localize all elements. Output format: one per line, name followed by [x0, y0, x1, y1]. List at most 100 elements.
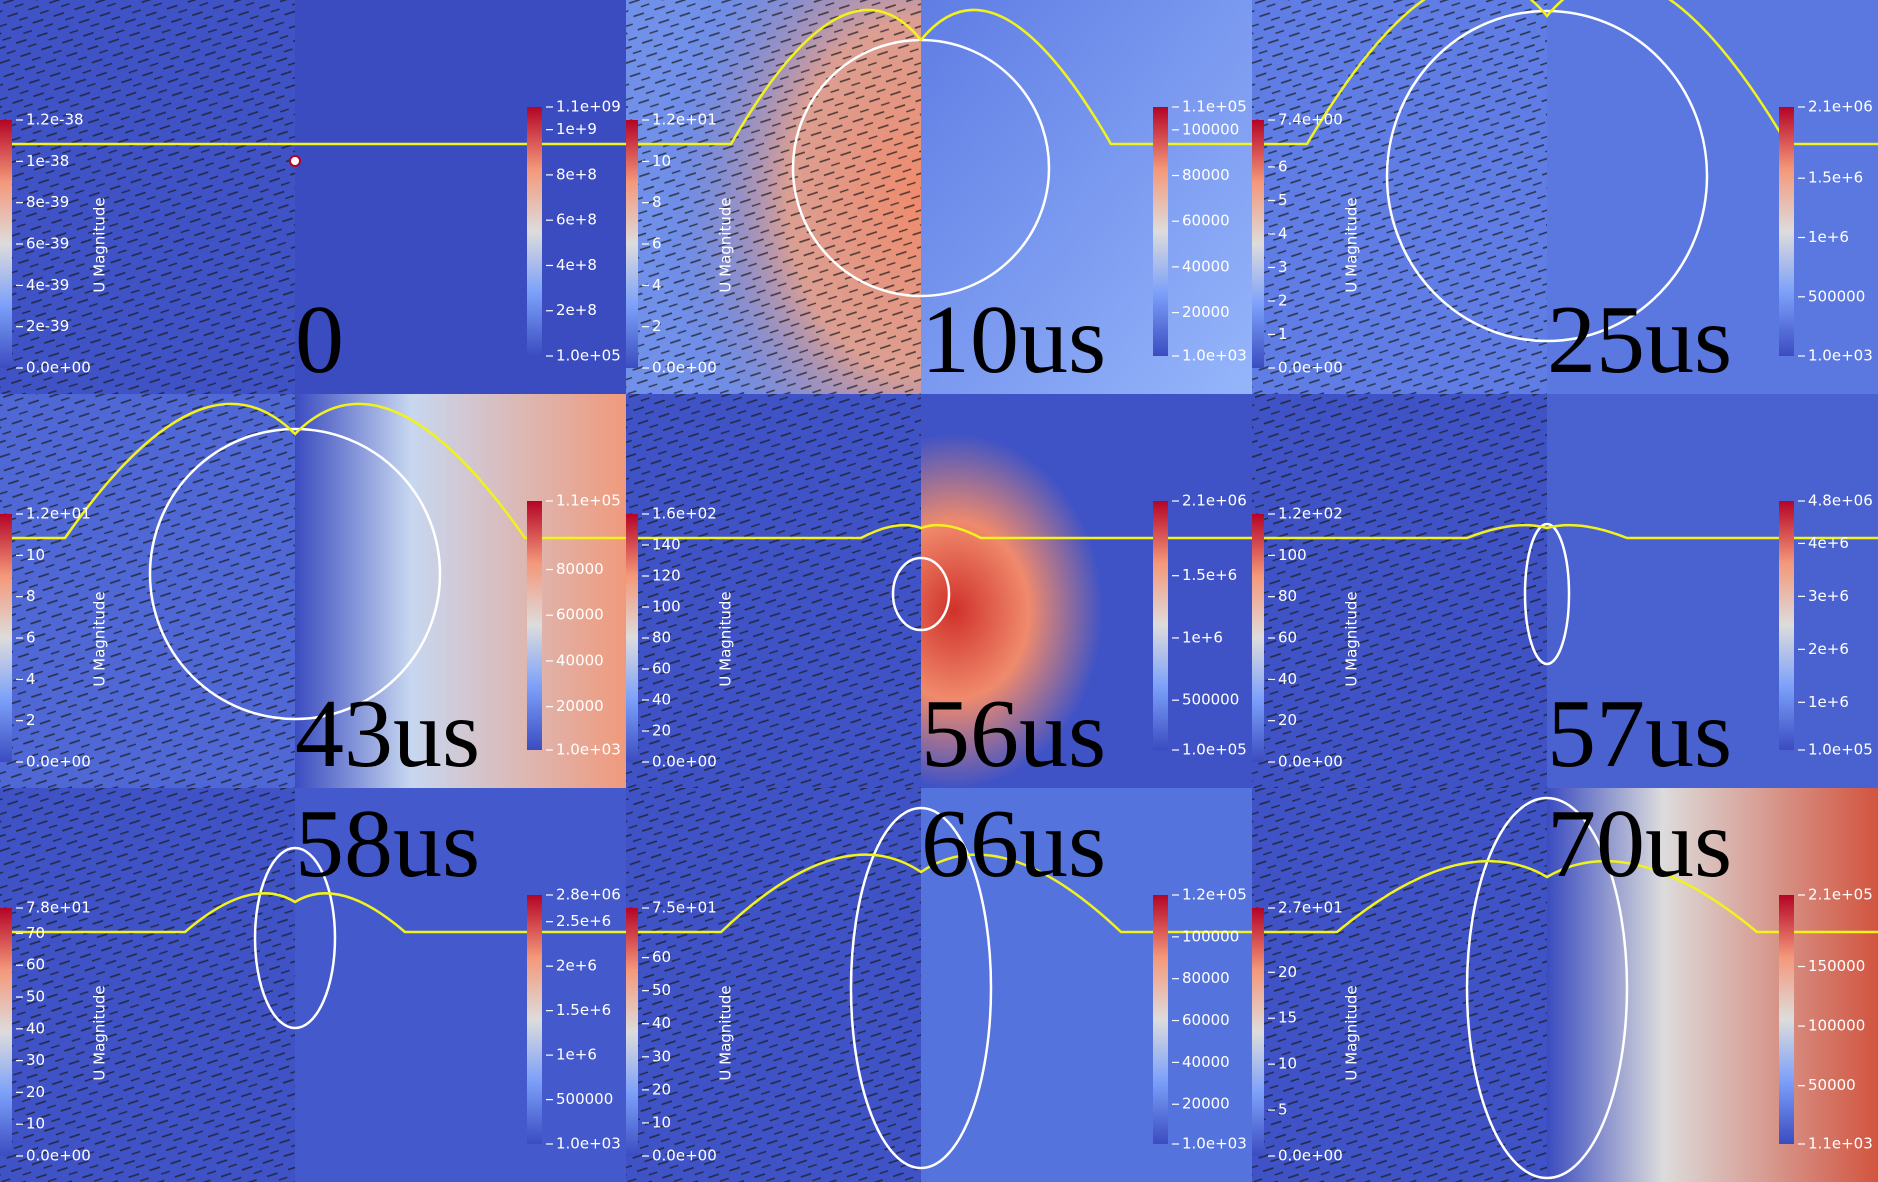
colorbar-tick-label: 10 [26, 546, 45, 564]
colorbar-tick-label: 500000 [556, 1090, 613, 1108]
colorbar-tick-label: 0.0e+00 [1278, 753, 1343, 771]
colorbar-tick-label: 1.0e+03 [1808, 347, 1873, 365]
colorbar-tick-label: 60000 [1182, 212, 1230, 230]
colorbar-tick-label: 1e+6 [1182, 628, 1223, 646]
colorbar-tick-label: 4.8e+06 [1808, 492, 1873, 510]
colorbar-tick-label: 40000 [556, 651, 604, 669]
colorbar-tick-label: 2.7e+01 [1278, 899, 1343, 917]
velocity-bar [0, 514, 12, 762]
pressure-field [921, 0, 1252, 394]
panel-content [0, 394, 626, 788]
colorbar-tick-label: 60000 [556, 606, 604, 624]
colorbar-tick-label: 1.0e+05 [1808, 741, 1873, 759]
free-surface [1252, 859, 1878, 934]
colorbar-tick-label: 6 [652, 235, 662, 253]
colorbar-tick-label: 0.0e+00 [652, 753, 717, 771]
panel: 1.6e+02 140 120 100 80 60 40 20 0.0e+00 2.1e+06 1.… [626, 394, 1252, 788]
colorbar-tick-label: 8e+8 [556, 165, 597, 183]
colorbar-tick-label: 7.5e+01 [652, 899, 717, 917]
pressure-bar [1779, 895, 1794, 1144]
colorbar-tick-label: 2 [26, 711, 36, 729]
pressure-bar [1779, 501, 1794, 750]
pressure-field [295, 788, 626, 1182]
colorbar-tick-label: 2e+6 [556, 957, 597, 975]
colorbar-tick-label: 500000 [1182, 691, 1239, 709]
colorbar-tick-label: 60 [26, 956, 45, 974]
colorbar-tick-label: 0.0e+00 [1278, 1147, 1343, 1165]
colorbar-tick-label: 1.0e+03 [1182, 1135, 1247, 1153]
colorbar-title: U Magnitude [717, 591, 735, 686]
colorbar-tick-label: 20 [26, 1083, 45, 1101]
free-surface [626, 853, 1252, 934]
colorbar-tick-label: 0.0e+00 [1278, 359, 1343, 377]
panel-content [0, 788, 626, 1182]
velocity-bar [0, 908, 12, 1156]
colorbar-tick-label: 5 [1278, 191, 1288, 209]
colorbar-title: U Magnitude [717, 197, 735, 292]
colorbar-title: U Magnitude [91, 985, 109, 1080]
time-label: 58us [295, 790, 480, 898]
panel: 7.5e+01 60 50 40 30 20 10 0.0e+00 1.2e+05 100000 8… [626, 788, 1252, 1182]
free-surface [0, 892, 626, 934]
pressure-bar [527, 107, 542, 356]
velocity-bar [626, 514, 638, 762]
colorbar-tick-label: 15 [1278, 1009, 1297, 1027]
velocity-arrows [1252, 0, 1547, 394]
colorbar-tick-label: 500000 [1808, 287, 1865, 305]
colorbar-tick-label: 4e-39 [26, 276, 69, 294]
free-surface [0, 402, 626, 540]
colorbar-tick-label: 80000 [1182, 166, 1230, 184]
colorbar-tick-label: 80000 [1182, 969, 1230, 987]
colorbar-tick-label: 1.0e+03 [1182, 347, 1247, 365]
colorbar-tick-label: 30 [26, 1051, 45, 1069]
colorbar-tick-label: 1.2e-38 [26, 111, 84, 129]
colorbar-tick-label: 40000 [1182, 1053, 1230, 1071]
colorbar-tick-label: 6 [1278, 157, 1288, 175]
colorbar-tick-label: 1e+9 [556, 120, 597, 138]
time-label: 10us [921, 286, 1106, 394]
colorbar-tick-label: 0.0e+00 [652, 1147, 717, 1165]
panel-content [626, 788, 1252, 1182]
colorbar-tick-label: 1e-38 [26, 152, 69, 170]
colorbar-tick-label: 7.8e+01 [26, 899, 91, 917]
velocity-bar [626, 908, 638, 1156]
colorbar-tick-label: 1.0e+03 [556, 741, 621, 759]
colorbar-tick-label: 50 [26, 988, 45, 1006]
colorbar-tick-label: 1.0e+05 [556, 347, 621, 365]
colorbar-tick-label: 1.5e+6 [1182, 566, 1237, 584]
pressure-bar [1779, 107, 1794, 356]
time-label: 56us [921, 680, 1106, 788]
colorbar-tick-label: 1 [1278, 325, 1288, 343]
bubble-interface [849, 806, 993, 1170]
free-surface [1252, 523, 1878, 540]
colorbar-tick-label: 20000 [1182, 1095, 1230, 1113]
colorbar-tick-label: 10 [652, 1113, 671, 1131]
time-label: 43us [295, 680, 480, 788]
panel-content [626, 394, 1252, 788]
colorbar-tick-label: 60000 [1182, 1011, 1230, 1029]
bubble-interface [148, 427, 442, 721]
pressure-bar [527, 895, 542, 1144]
pressure-bar [1153, 107, 1168, 356]
velocity-bar [0, 120, 12, 368]
colorbar-tick-label: 1.1e+05 [556, 492, 621, 510]
colorbar-tick-label: 100 [1278, 546, 1307, 564]
colorbar-tick-label: 80 [652, 629, 671, 647]
colorbar-tick-label: 2e+8 [556, 301, 597, 319]
pressure-field [1547, 788, 1878, 1182]
colorbar-tick-label: 40 [1278, 670, 1297, 688]
panel: 1.2e+01 10 8 6 4 2 0.0e+00 1.1e+05 80000 60000 400… [0, 394, 626, 788]
colorbar-title: U Magnitude [1343, 985, 1361, 1080]
pressure-field [295, 0, 626, 394]
bubble-interface [891, 556, 951, 632]
colorbar-tick-label: 2.5e+6 [556, 912, 611, 930]
colorbar-tick-label: 4 [1278, 224, 1288, 242]
colorbar-tick-label: 60 [652, 948, 671, 966]
panel: 7.4e+00 6 5 4 3 2 1 0.0e+00 2.1e+06 1.5e+6 1e+6 500… [1252, 0, 1878, 394]
pressure-bar [1153, 501, 1168, 750]
panel-content [1252, 0, 1878, 394]
colorbar-tick-label: 2.8e+06 [556, 886, 621, 904]
colorbar-tick-label: 30 [652, 1047, 671, 1065]
colorbar-tick-label: 20000 [1182, 303, 1230, 321]
